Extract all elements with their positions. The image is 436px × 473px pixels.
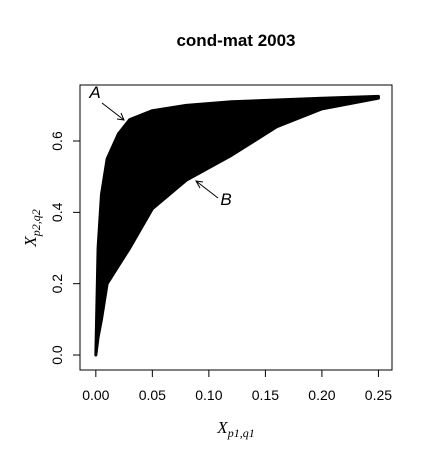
annotation-arrow <box>101 102 125 121</box>
x-label-main: X <box>216 418 228 437</box>
x-tick-label: 0.05 <box>139 387 166 403</box>
y-tick-label: 0.4 <box>49 202 65 222</box>
y-tick-label: 0.6 <box>49 131 65 151</box>
x-axis-label: Xp1,q1 <box>216 418 254 440</box>
x-tick-label: 0.10 <box>195 387 222 403</box>
x-label-sub: p1,q1 <box>227 426 255 440</box>
point-cloud <box>94 94 380 357</box>
annotation: B <box>220 190 231 209</box>
y-tick-label: 0.2 <box>49 274 65 294</box>
annotation-arrow <box>195 180 219 199</box>
arrowhead <box>195 180 204 189</box>
x-tick-label: 0.15 <box>252 387 279 403</box>
chart-title: cond-mat 2003 <box>176 31 295 50</box>
y-label-sub: p2,q2 <box>29 209 43 237</box>
y-label-main: X <box>21 236 40 248</box>
x-tick-label: 0.00 <box>82 387 109 403</box>
y-tick-label: 0.0 <box>49 345 65 365</box>
x-tick-label: 0.20 <box>308 387 335 403</box>
arrowhead <box>116 112 125 121</box>
x-tick-label: 0.25 <box>365 387 392 403</box>
y-axis-label: Xp2,q2 <box>21 209 43 247</box>
annotation: A <box>88 83 100 102</box>
plot-frame <box>79 84 393 371</box>
